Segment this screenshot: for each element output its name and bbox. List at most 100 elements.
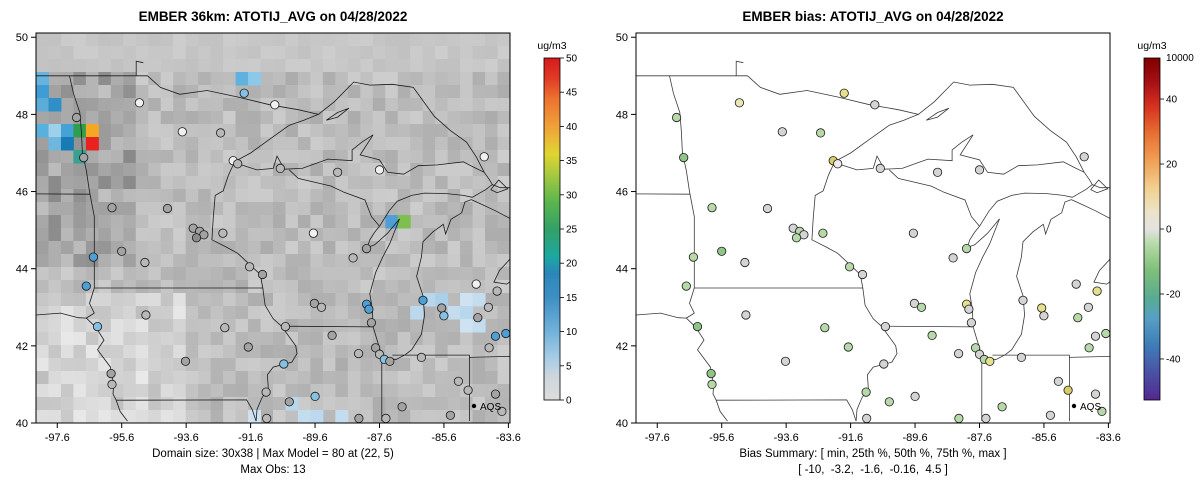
aqs-station-marker	[862, 413, 872, 423]
aqs-station-marker	[706, 368, 716, 379]
aqs-station-marker	[385, 356, 395, 366]
aqs-station-marker	[177, 127, 187, 137]
aqs-station-marker	[1084, 343, 1094, 353]
svg-text:-83.6: -83.6	[496, 432, 521, 444]
aqs-station-marker	[492, 286, 502, 296]
aqs-station-marker	[1018, 295, 1028, 305]
aqs-station-marker	[861, 387, 871, 397]
aqs-station-marker	[191, 233, 202, 243]
aqs-station-marker	[257, 269, 268, 280]
aqs-station-marker	[985, 356, 995, 366]
aqs-station-marker	[740, 257, 750, 268]
svg-text:25: 25	[566, 225, 578, 236]
aqs-station-marker	[909, 298, 919, 308]
aqs-station-marker	[490, 389, 501, 399]
aqs-station-marker	[497, 406, 507, 416]
svg-text:-93.6: -93.6	[174, 432, 199, 444]
svg-text:30: 30	[566, 190, 578, 201]
model-panel: -97.6 -95.6 -93.6 -91.6 -89.6 -87.6 -85.6 -83.6…	[16, 9, 578, 476]
aqs-station-marker	[681, 281, 691, 291]
aqs-station-marker	[997, 402, 1007, 412]
aqs-station-marker	[374, 165, 385, 175]
bias-title: EMBER bias: ATOTIJ_AVG on 04/28/2022	[742, 9, 1003, 24]
bias-colorbar-units: ug/m3	[1137, 40, 1166, 52]
svg-text:0: 0	[1166, 225, 1172, 236]
aqs-station-marker	[734, 98, 744, 108]
svg-text:46: 46	[616, 187, 628, 199]
aqs-station-marker	[857, 269, 868, 280]
aqs-station-marker	[884, 397, 894, 407]
bias-colorbar: -40 -20 0 20 40 10000	[1143, 53, 1194, 401]
aqs-station-marker	[437, 303, 447, 313]
svg-text:-85.6: -85.6	[431, 432, 456, 444]
aqs-station-marker	[141, 310, 151, 320]
svg-text:-20: -20	[1166, 289, 1181, 300]
bias-panel: -97.6 -95.6 -93.6 -91.6 -89.6 -87.6 -85.6 -83.6…	[616, 9, 1194, 476]
aqs-station-marker	[439, 311, 449, 321]
aqs-station-marker	[309, 298, 319, 308]
aqs-station-marker	[818, 228, 828, 238]
bias-plot-layer: -97.6 -95.6 -93.6 -91.6 -89.6 -87.6 -85.6 -83.6…	[616, 32, 1194, 444]
aqs-station-marker	[932, 167, 943, 177]
aqs-station-marker	[1063, 385, 1073, 395]
aqs-station-marker	[717, 246, 727, 256]
svg-text:-91.6: -91.6	[238, 432, 263, 444]
model-station-markers	[72, 88, 510, 423]
aqs-station-marker	[233, 159, 243, 169]
aqs-station-marker	[910, 391, 920, 401]
aqs-station-marker	[845, 262, 855, 272]
aqs-legend-dot	[1071, 403, 1077, 409]
model-plot-box	[35, 32, 511, 424]
aqs-station-marker	[981, 413, 991, 423]
aqs-station-marker	[310, 391, 320, 401]
svg-text:-97.6: -97.6	[45, 432, 70, 444]
aqs-station-marker	[471, 279, 481, 289]
svg-text:48: 48	[616, 109, 628, 121]
aqs-station-marker	[107, 379, 117, 389]
aqs-station-marker	[270, 100, 280, 110]
aqs-station-marker	[707, 379, 717, 389]
aqs-station-marker	[327, 330, 337, 340]
bias-station-markers	[672, 88, 1110, 423]
aqs-station-marker	[692, 321, 703, 332]
aqs-station-marker	[107, 203, 117, 213]
svg-text:48: 48	[16, 109, 28, 121]
svg-text:0: 0	[566, 396, 572, 407]
aqs-station-marker	[707, 203, 717, 213]
aqs-station-marker	[484, 343, 494, 353]
aqs-legend-dot	[471, 403, 477, 409]
aqs-station-marker	[88, 252, 99, 262]
aqs-station-marker	[364, 304, 374, 314]
svg-text:44: 44	[616, 264, 628, 276]
svg-text:46: 46	[16, 187, 28, 199]
svg-text:42: 42	[616, 341, 628, 353]
aqs-station-marker	[1016, 352, 1026, 362]
aqs-station-marker	[501, 328, 510, 339]
aqs-station-marker	[106, 368, 116, 379]
aqs-station-marker	[180, 356, 191, 366]
svg-text:-97.6: -97.6	[645, 432, 670, 444]
aqs-station-marker	[791, 233, 802, 243]
aqs-station-marker	[1053, 376, 1063, 386]
svg-text:35: 35	[566, 156, 578, 167]
aqs-station-marker	[81, 281, 91, 291]
svg-text:20: 20	[566, 259, 578, 270]
svg-text:42: 42	[16, 341, 28, 353]
bias-plot-box	[635, 32, 1111, 424]
svg-text:10: 10	[566, 327, 578, 338]
aqs-station-marker	[1090, 331, 1101, 341]
model-colorbar-units: ug/m3	[537, 40, 566, 52]
aqs-station-marker	[1045, 410, 1055, 420]
aqs-station-marker	[280, 321, 290, 332]
aqs-station-marker	[463, 385, 473, 395]
svg-text:40: 40	[16, 418, 28, 430]
aqs-station-marker	[839, 88, 849, 98]
aqs-station-marker	[445, 410, 455, 420]
svg-text:-95.6: -95.6	[709, 432, 734, 444]
aqs-station-marker	[879, 359, 889, 369]
aqs-station-marker	[780, 356, 791, 366]
aqs-station-marker	[354, 413, 364, 423]
aqs-station-marker	[1101, 328, 1110, 339]
aqs-station-marker	[162, 203, 173, 214]
